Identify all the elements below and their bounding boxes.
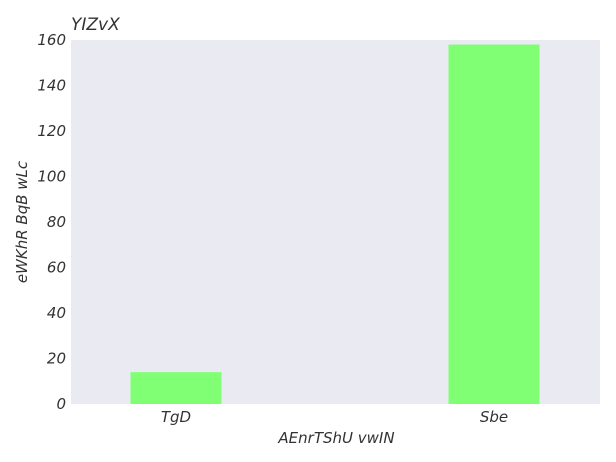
y-tick-label: 20 xyxy=(47,350,66,368)
y-tick-label: 160 xyxy=(37,31,66,49)
y-axis-label: eWKhR BqB wLc xyxy=(13,160,31,283)
y-tick-label: 0 xyxy=(56,395,66,413)
x-axis-ticks: TgD Sbe xyxy=(161,408,508,426)
bars xyxy=(130,44,540,405)
x-tick-label: Sbe xyxy=(480,408,508,426)
y-tick-label: 80 xyxy=(47,213,66,231)
y-tick-label: 120 xyxy=(37,122,66,140)
chart-title: YIZvX xyxy=(71,15,120,35)
x-axis-label: AEnrTShU vwIN xyxy=(277,429,394,447)
y-axis-ticks: 0 20 40 60 80 100 120 140 160 xyxy=(37,31,66,413)
y-tick-label: 100 xyxy=(37,168,66,186)
x-tick-label: TgD xyxy=(161,408,191,426)
bar-TgD xyxy=(130,372,222,404)
bar-Sbe xyxy=(448,44,540,405)
y-tick-label: 140 xyxy=(37,77,66,95)
y-tick-label: 40 xyxy=(47,304,66,322)
y-tick-label: 60 xyxy=(47,259,66,277)
